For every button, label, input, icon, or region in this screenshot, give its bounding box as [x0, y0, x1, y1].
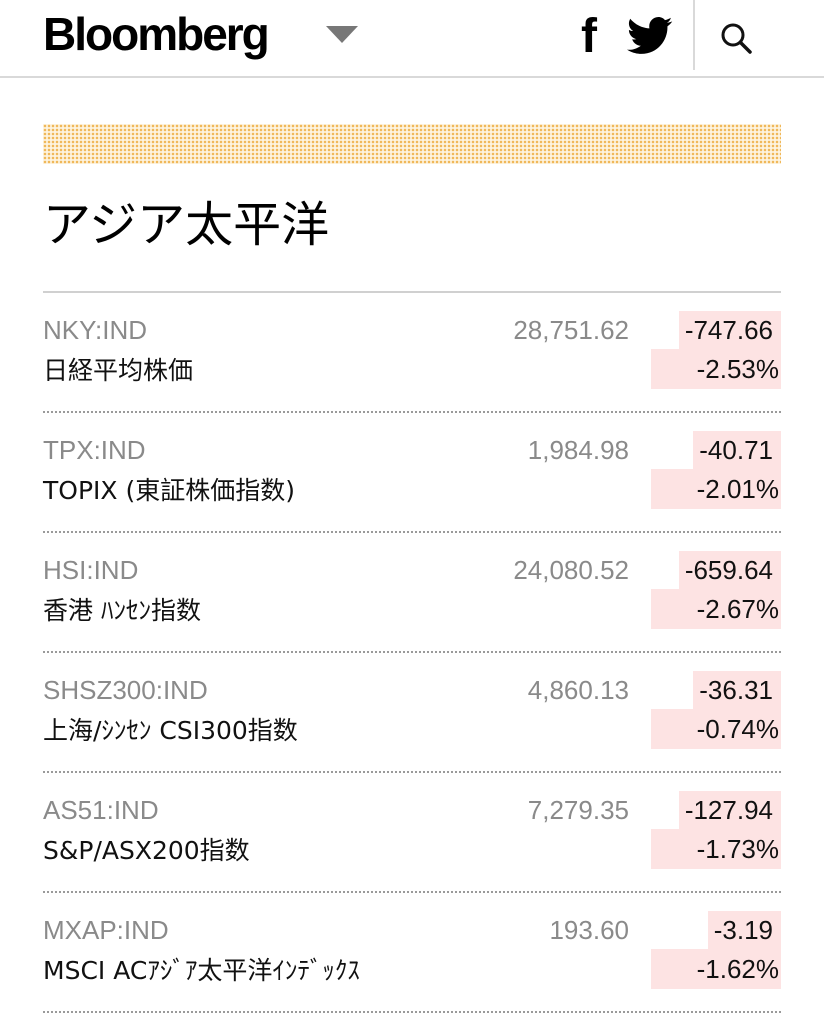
index-price: 24,080.52 [513, 555, 629, 585]
market-row[interactable]: SHSZ300:IND 上海/ｼﾝｾﾝ CSI300指数 4,860.13 -3… [43, 653, 781, 773]
site-header: Bloomberg f [0, 0, 824, 78]
ticker-code[interactable]: AS51:IND [43, 795, 159, 825]
market-row[interactable]: HSI:IND 香港 ﾊﾝｾﾝ指数 24,080.52 -659.64 -2.6… [43, 533, 781, 653]
index-price: 28,751.62 [513, 315, 629, 345]
index-name[interactable]: MSCI ACｱｼﾞｱ太平洋ｲﾝﾃﾞｯｸｽ [43, 956, 360, 985]
section-title: アジア太平洋 [43, 197, 330, 253]
percent-change: -2.67% [651, 589, 781, 629]
twitter-icon[interactable] [627, 16, 673, 56]
index-name[interactable]: 上海/ｼﾝｾﾝ CSI300指数 [43, 716, 298, 745]
ticker-code[interactable]: MXAP:IND [43, 915, 169, 945]
ticker-code[interactable]: TPX:IND [43, 435, 146, 465]
row-divider [43, 651, 781, 653]
caret-down-icon[interactable] [326, 26, 358, 43]
dotted-banner [43, 124, 781, 164]
search-icon[interactable] [718, 20, 754, 56]
percent-change: -1.73% [651, 829, 781, 869]
price-change: -659.64 [678, 551, 781, 589]
index-name[interactable]: 香港 ﾊﾝｾﾝ指数 [43, 596, 201, 625]
market-row[interactable]: NKY:IND 日経平均株価 28,751.62 -747.66 -2.53% [43, 293, 781, 413]
index-price: 1,984.98 [527, 435, 629, 465]
index-price: 4,860.13 [527, 675, 629, 705]
percent-change: -1.62% [651, 949, 781, 989]
market-row[interactable]: AS51:IND S&P/ASX200指数 7,279.35 -127.94 -… [43, 773, 781, 893]
price-change: -127.94 [678, 791, 781, 829]
market-row[interactable]: TPX:IND TOPIX (東証株価指数) 1,984.98 -40.71 -… [43, 413, 781, 533]
percent-change: -2.01% [651, 469, 781, 509]
row-divider [43, 411, 781, 413]
index-price: 7,279.35 [527, 795, 629, 825]
percent-change: -0.74% [651, 709, 781, 749]
ticker-code[interactable]: NKY:IND [43, 315, 148, 345]
ticker-code[interactable]: HSI:IND [43, 555, 139, 585]
ticker-code[interactable]: SHSZ300:IND [43, 675, 208, 705]
facebook-icon[interactable]: f [581, 10, 597, 63]
index-name[interactable]: TOPIX (東証株価指数) [43, 476, 295, 505]
price-change: -36.31 [693, 671, 781, 709]
row-divider [43, 891, 781, 893]
index-price: 193.60 [549, 915, 629, 945]
price-change: -40.71 [693, 431, 781, 469]
header-divider [693, 0, 695, 70]
percent-change: -2.53% [651, 349, 781, 389]
index-name[interactable]: S&P/ASX200指数 [43, 836, 250, 865]
row-divider [43, 531, 781, 533]
bloomberg-logo[interactable]: Bloomberg [43, 8, 270, 60]
section-rule [43, 291, 781, 293]
market-row[interactable]: MXAP:IND MSCI ACｱｼﾞｱ太平洋ｲﾝﾃﾞｯｸｽ 193.60 -3… [43, 893, 781, 1013]
price-change: -747.66 [678, 311, 781, 349]
price-change: -3.19 [707, 911, 781, 949]
index-name[interactable]: 日経平均株価 [43, 356, 194, 385]
row-divider [43, 1011, 781, 1013]
row-divider [43, 771, 781, 773]
